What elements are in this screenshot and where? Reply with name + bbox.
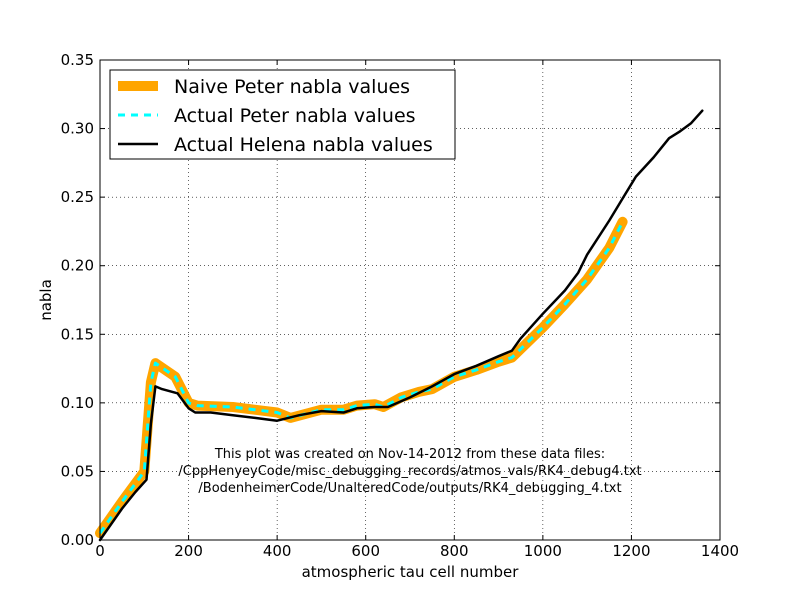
y-tick-label: 0.35 xyxy=(61,51,94,69)
series-line-actual-peter xyxy=(98,221,624,534)
y-tick-label: 0.15 xyxy=(61,325,94,343)
annotation-line-1: This plot was created on Nov-14-2012 fro… xyxy=(214,447,605,462)
y-tick-label: 0.30 xyxy=(61,120,94,138)
annotation: This plot was created on Nov-14-2012 fro… xyxy=(178,447,641,496)
series-line-actual-helena xyxy=(98,109,704,542)
series-lines xyxy=(95,109,704,542)
x-tick-label: 400 xyxy=(263,542,292,560)
y-tick-label: 0.25 xyxy=(61,188,94,206)
annotation-line-2: /CppHenyeyCode/misc_debugging_records/at… xyxy=(178,464,641,479)
axis-ticks: 0 200 400 600 800 1000 1200 1400 0.00 0.05 0.10 0.1… xyxy=(61,51,740,560)
y-tick-label: 0.00 xyxy=(61,531,94,549)
y-tick-label: 0.20 xyxy=(61,257,94,275)
x-tick-label: 800 xyxy=(440,542,469,560)
x-tick-label: 200 xyxy=(174,542,203,560)
legend-label-naive-peter: Naive Peter nabla values xyxy=(174,76,410,98)
x-tick-label: 1200 xyxy=(612,542,650,560)
annotation-line-3: /BodenheimerCode/UnalteredCode/outputs/R… xyxy=(198,481,621,496)
legend-box xyxy=(109,69,456,160)
legend-label-actual-helena: Actual Helena nabla values xyxy=(174,134,433,156)
x-tick-label: 1000 xyxy=(524,542,562,560)
y-tick-label: 0.05 xyxy=(61,462,94,480)
legend-label-actual-peter: Actual Peter nabla values xyxy=(174,105,416,127)
x-tick-label: 600 xyxy=(351,542,380,560)
x-axis-label: atmospheric tau cell number xyxy=(302,563,520,581)
x-tick-label: 1400 xyxy=(701,542,739,560)
legend: Naive Peter nabla values Actual Peter na… xyxy=(109,69,456,160)
x-tick-label: 0 xyxy=(95,542,105,560)
y-axis-label: nabla xyxy=(37,279,55,321)
plot-frame xyxy=(99,59,721,541)
y-tick-label: 0.10 xyxy=(61,394,94,412)
